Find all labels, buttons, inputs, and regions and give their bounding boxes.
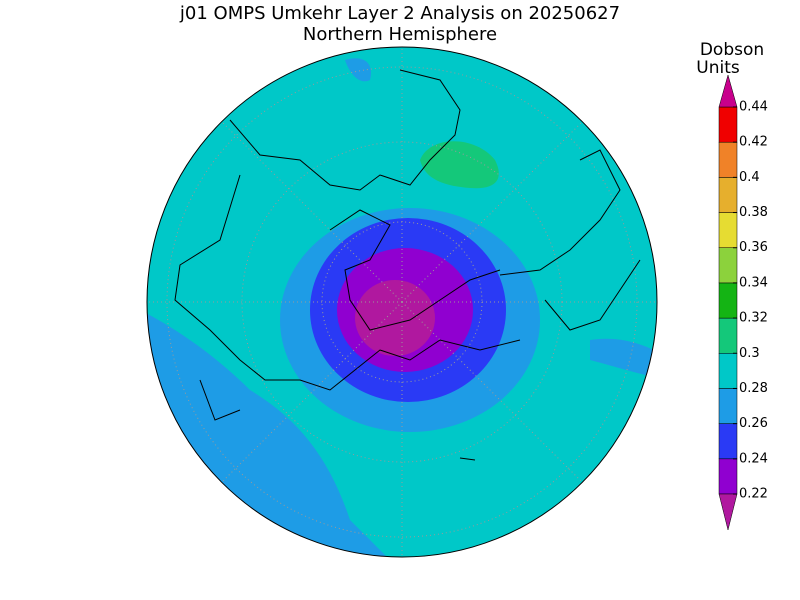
- colorbar-segment: [718, 388, 738, 424]
- contour: [420, 141, 499, 189]
- colorbar-tick-label: 0.26: [739, 416, 768, 431]
- colorbar-segment: [718, 458, 738, 495]
- title: j01 OMPS Umkehr Layer 2 Analysis on 2025…: [179, 3, 620, 24]
- contour: [355, 280, 435, 356]
- colorbar: 0.22 0.24 0.26 0.28 0.3 0.32 0.34 0.36 0.38 0.4 0.…: [718, 74, 768, 531]
- colorbar-label: Dobson: [700, 40, 764, 60]
- colorbar-segment: [718, 353, 738, 389]
- colorbar-segment: [718, 423, 738, 460]
- colorbar-segment: [718, 141, 738, 178]
- subtitle: Northern Hemisphere: [303, 24, 497, 45]
- colorbar-tick-label: 0.38: [739, 205, 768, 220]
- colorbar-tick-label: 0.24: [739, 451, 768, 466]
- colorbar-over: [718, 74, 738, 108]
- colorbar-label: Units: [696, 58, 740, 78]
- grid-circle: [166, 66, 638, 538]
- contour: [345, 58, 371, 82]
- colorbar-tick-label: 0.34: [739, 275, 768, 290]
- colorbar-tick-label: 0.32: [739, 311, 768, 326]
- coastline: [174, 69, 641, 461]
- colorbar-tick-label: 0.36: [739, 240, 768, 255]
- colorbar-segment: [718, 212, 738, 248]
- colorbar-segment: [718, 177, 738, 213]
- colorbar-tick-label: 0.28: [739, 381, 768, 396]
- colorbar-tick-label: 0.44: [739, 100, 768, 115]
- colorbar-tick-label: 0.22: [739, 487, 768, 502]
- colorbar-tick-label: 0.4: [739, 170, 760, 185]
- map-border: [146, 46, 658, 558]
- colorbar-segment: [718, 282, 738, 319]
- colorbar-segment: [718, 106, 738, 143]
- map: [147, 47, 657, 557]
- colorbar-segment: [718, 247, 738, 284]
- colorbar-segment: [718, 317, 738, 354]
- colorbar-tick-label: 0.42: [739, 135, 768, 150]
- colorbar-under: [718, 493, 738, 531]
- colorbar-tick-label: 0.3: [739, 346, 760, 361]
